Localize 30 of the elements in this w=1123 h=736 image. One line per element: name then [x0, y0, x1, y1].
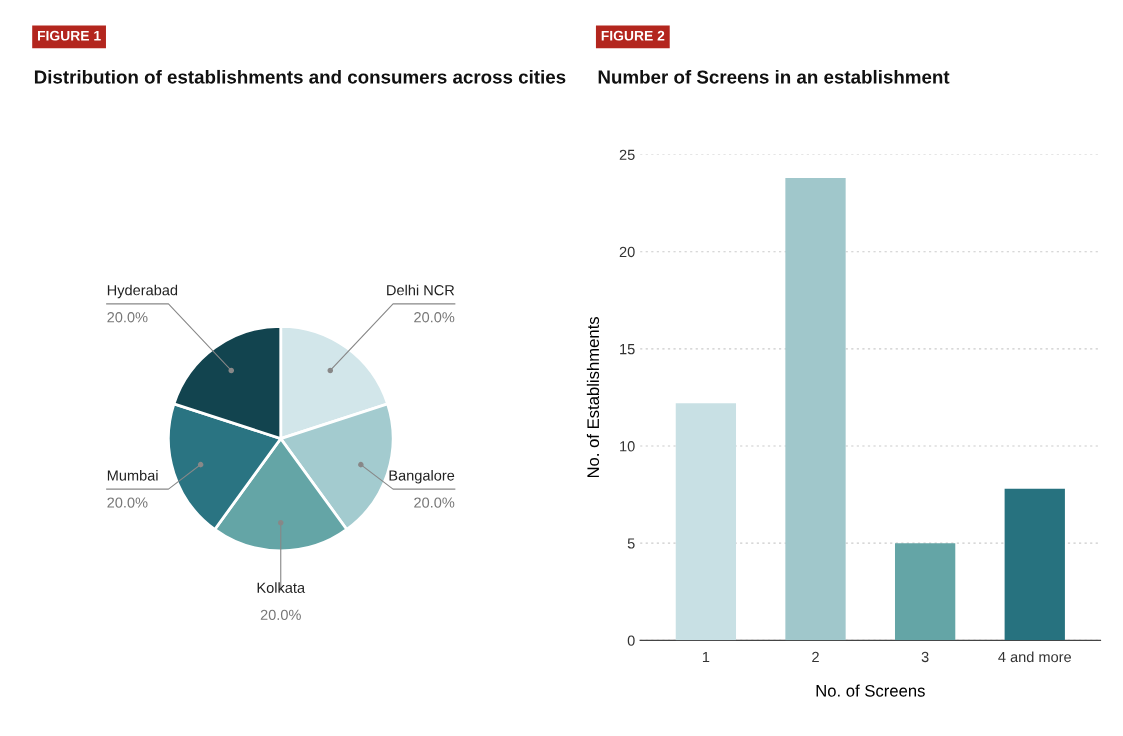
- chart-title: Number of Screens in an establishment: [598, 69, 950, 84]
- caption: FIGURE 1: [37, 30, 101, 41]
- y-axis-title: No. of Establishments: [586, 316, 600, 478]
- slice-label: Delhi NCR: [387, 284, 455, 296]
- x-tick-label: 2: [812, 651, 819, 662]
- y-tick-label: 20: [619, 246, 635, 258]
- bar: [785, 177, 846, 641]
- data-label: 20.0%: [414, 497, 455, 508]
- data-label: 20.0%: [107, 497, 148, 508]
- y-tick-label: 10: [620, 441, 635, 452]
- data-label: 20.0%: [260, 609, 301, 621]
- y-tick-label: 5: [627, 538, 635, 549]
- bar: [894, 543, 956, 641]
- data-label: 20.0%: [107, 312, 148, 323]
- bar: [675, 403, 737, 641]
- x-tick-label: 3: [921, 651, 929, 663]
- slice-label: Mumbai: [107, 469, 158, 481]
- data-label: 20.0%: [414, 312, 455, 323]
- x-tick-label: 1: [702, 651, 710, 662]
- slice-label: Kolkata: [257, 582, 306, 593]
- x-tick-label: 4 and more: [998, 651, 1072, 663]
- y-tick-label: 15: [620, 344, 635, 355]
- caption: FIGURE 2: [601, 30, 665, 41]
- slice-label: Hyderabad: [107, 284, 178, 299]
- bar: [1004, 488, 1065, 641]
- x-axis-title: No. of Screens: [816, 684, 925, 697]
- slice-label: Bangalore: [389, 469, 455, 484]
- y-tick-label: 0: [627, 635, 635, 646]
- y-tick-label: 25: [619, 149, 635, 160]
- chart-title: Distribution of establishments and consumers across cities: [34, 69, 566, 84]
